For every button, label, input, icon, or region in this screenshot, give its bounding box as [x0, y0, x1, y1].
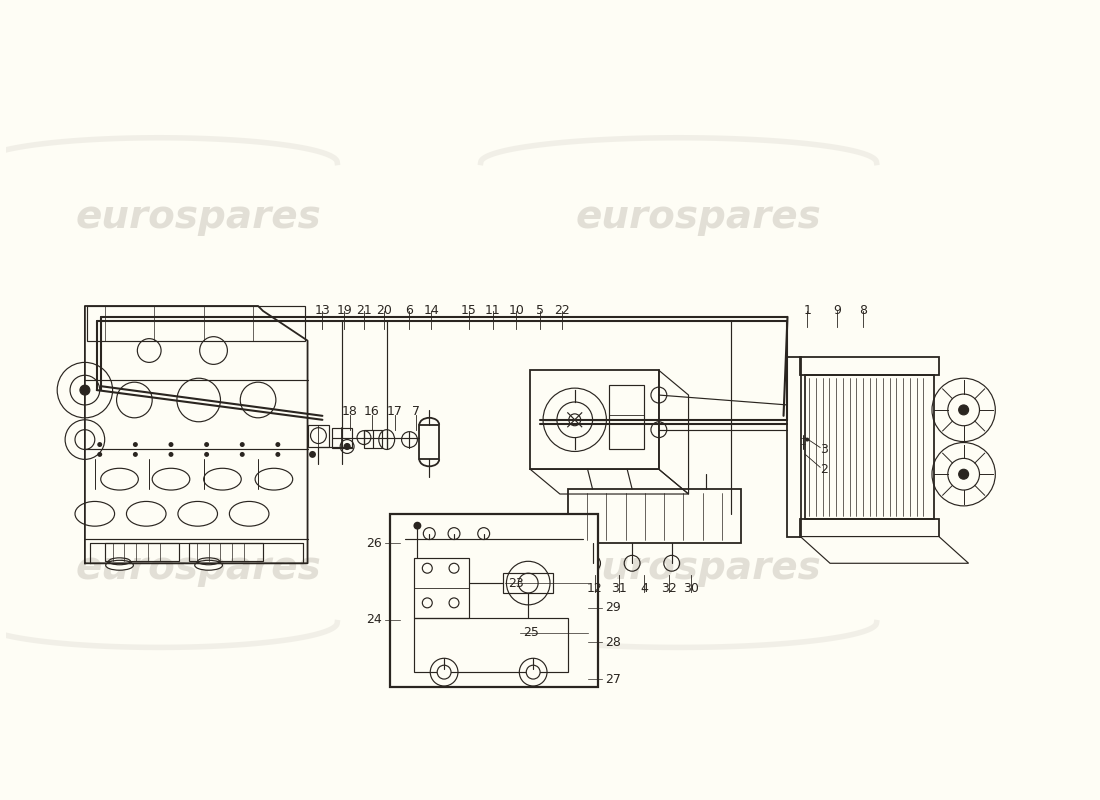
- Text: eurospares: eurospares: [575, 198, 822, 236]
- Text: 21: 21: [356, 304, 372, 317]
- Bar: [801, 518, 939, 537]
- Text: 6: 6: [406, 304, 414, 317]
- Text: 27: 27: [605, 673, 621, 686]
- Text: 30: 30: [683, 582, 698, 595]
- Circle shape: [569, 414, 581, 426]
- Text: 24: 24: [366, 613, 382, 626]
- Text: eurospares: eurospares: [575, 550, 822, 587]
- Ellipse shape: [195, 560, 222, 570]
- Text: 14: 14: [424, 304, 439, 317]
- Circle shape: [240, 442, 244, 447]
- Bar: [87, 306, 305, 341]
- Circle shape: [205, 452, 209, 457]
- Bar: [609, 385, 644, 450]
- Text: 26: 26: [366, 537, 382, 550]
- Text: 15: 15: [461, 304, 476, 317]
- Circle shape: [344, 443, 350, 450]
- Circle shape: [80, 385, 90, 395]
- Text: eurospares: eurospares: [76, 198, 321, 236]
- Bar: [530, 370, 659, 470]
- Circle shape: [133, 452, 138, 457]
- Circle shape: [805, 438, 810, 442]
- Circle shape: [309, 451, 316, 458]
- Text: 17: 17: [387, 405, 403, 418]
- Circle shape: [168, 442, 174, 447]
- Text: 10: 10: [508, 304, 525, 317]
- Circle shape: [275, 452, 280, 457]
- Text: 25: 25: [524, 626, 539, 639]
- Text: 7: 7: [412, 405, 420, 418]
- Text: 28: 28: [605, 636, 621, 649]
- Bar: [788, 358, 802, 537]
- Text: 16: 16: [364, 405, 380, 418]
- Bar: [415, 558, 469, 618]
- Circle shape: [526, 666, 540, 679]
- Circle shape: [959, 405, 969, 415]
- Text: 5: 5: [536, 304, 544, 317]
- Bar: [104, 543, 179, 562]
- Text: 19: 19: [337, 304, 352, 317]
- Circle shape: [97, 452, 102, 457]
- Text: 11: 11: [485, 304, 501, 317]
- Bar: [308, 425, 329, 446]
- Bar: [805, 375, 934, 518]
- Text: 20: 20: [376, 304, 392, 317]
- Bar: [568, 489, 741, 543]
- Text: 18: 18: [342, 405, 358, 418]
- Bar: [364, 430, 382, 447]
- Circle shape: [133, 442, 138, 447]
- Bar: [801, 358, 939, 375]
- Bar: [504, 573, 553, 593]
- Circle shape: [275, 442, 280, 447]
- Text: 4: 4: [640, 582, 648, 595]
- Ellipse shape: [106, 560, 133, 570]
- Bar: [189, 543, 263, 562]
- Text: 32: 32: [661, 582, 676, 595]
- Text: 13: 13: [315, 304, 330, 317]
- Bar: [415, 618, 568, 672]
- Text: 12: 12: [586, 582, 603, 595]
- Circle shape: [959, 470, 969, 479]
- Text: 29: 29: [605, 602, 621, 614]
- Bar: [332, 428, 352, 447]
- Bar: [389, 514, 597, 687]
- Text: 2: 2: [821, 462, 828, 476]
- Text: 23: 23: [508, 577, 525, 590]
- Text: 9: 9: [833, 304, 840, 317]
- Circle shape: [97, 442, 102, 447]
- Text: 31: 31: [612, 582, 627, 595]
- Text: 3: 3: [821, 443, 828, 456]
- Circle shape: [414, 522, 421, 530]
- Text: eurospares: eurospares: [76, 550, 321, 587]
- Text: 22: 22: [554, 304, 570, 317]
- Circle shape: [168, 452, 174, 457]
- Polygon shape: [801, 537, 969, 563]
- Circle shape: [205, 442, 209, 447]
- Circle shape: [240, 452, 244, 457]
- Text: 8: 8: [859, 304, 867, 317]
- Bar: [419, 425, 439, 459]
- Text: 1: 1: [803, 304, 811, 317]
- Circle shape: [437, 666, 451, 679]
